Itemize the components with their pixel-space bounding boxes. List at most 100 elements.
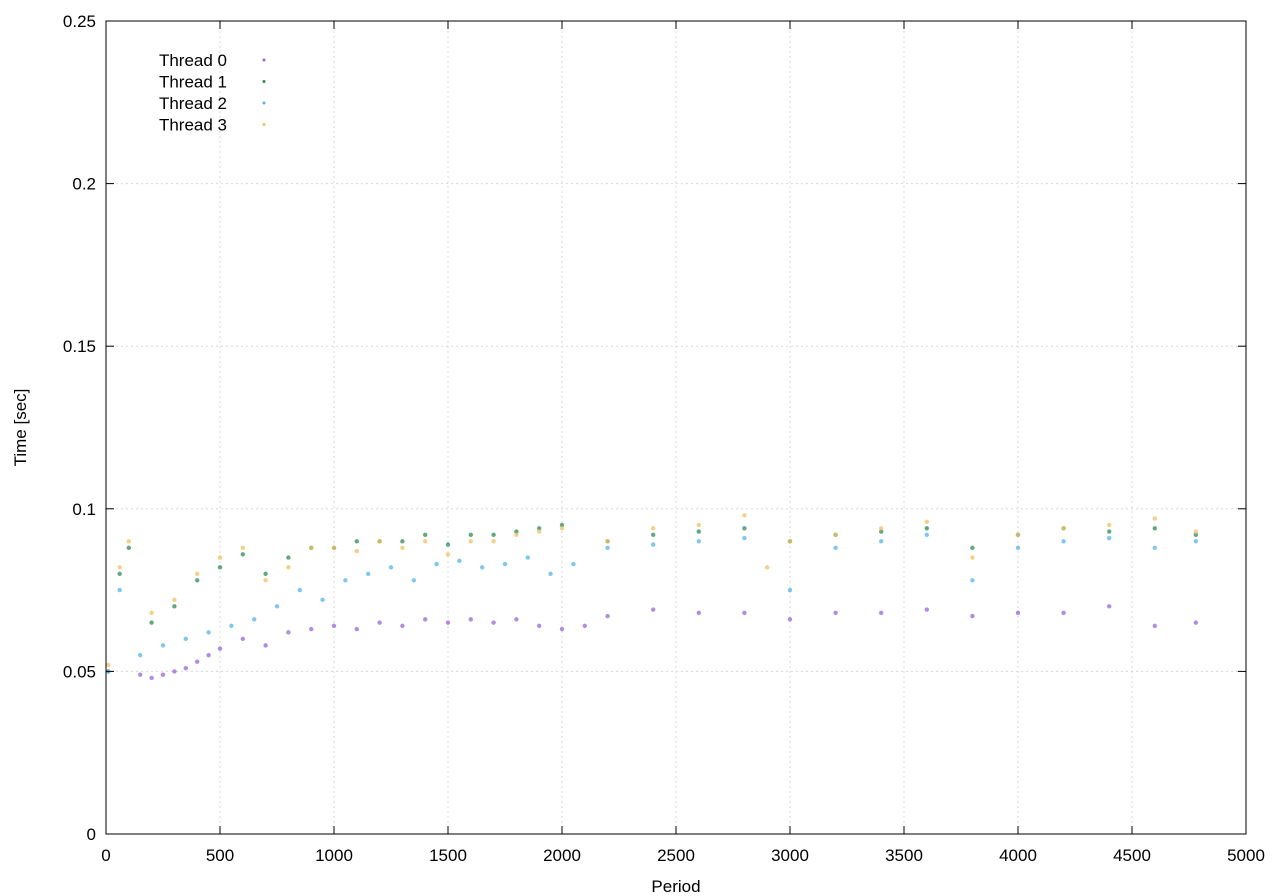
data-point — [286, 555, 291, 560]
data-point — [240, 552, 245, 557]
data-point — [605, 545, 610, 551]
x-tick-label: 2500 — [657, 846, 695, 865]
legend-marker — [262, 80, 266, 83]
data-point — [879, 539, 884, 544]
y-tick-label: 0.25 — [63, 12, 96, 31]
grid-lines — [106, 21, 1246, 834]
x-tick-label: 5000 — [1227, 846, 1265, 865]
data-point — [696, 539, 701, 544]
data-point — [1107, 529, 1112, 534]
data-point — [480, 565, 485, 570]
data-point — [970, 578, 975, 583]
data-point — [117, 565, 122, 570]
data-point — [274, 604, 280, 609]
data-point — [331, 545, 337, 551]
data-point — [605, 613, 610, 619]
x-tick-label: 1000 — [315, 846, 353, 865]
data-point — [537, 623, 542, 629]
data-point — [1015, 610, 1021, 616]
data-point — [1061, 539, 1066, 544]
data-point — [502, 561, 508, 567]
y-tick-label: 0 — [87, 825, 96, 844]
data-point — [309, 626, 314, 632]
data-point — [229, 623, 234, 629]
data-point — [423, 532, 428, 538]
data-point — [1152, 545, 1158, 551]
x-tick-label: 4000 — [999, 846, 1037, 865]
data-point — [787, 587, 793, 593]
data-point — [605, 539, 610, 544]
data-point — [411, 578, 416, 583]
data-point — [445, 552, 451, 557]
y-axis-label: Time [sec] — [11, 389, 30, 467]
data-point — [240, 545, 245, 551]
series-points — [138, 604, 1199, 681]
data-point — [183, 665, 188, 671]
data-point — [924, 526, 929, 531]
data-point — [206, 630, 211, 635]
data-point — [468, 532, 473, 538]
data-point — [149, 620, 154, 625]
data-point — [924, 519, 929, 525]
data-point — [1061, 610, 1066, 616]
data-point — [377, 539, 382, 544]
data-point — [149, 675, 154, 681]
y-tick-label: 0.05 — [63, 662, 96, 681]
legend-label: Thread 3 — [159, 116, 227, 135]
y-tick-label: 0.1 — [72, 500, 96, 519]
data-point — [559, 626, 565, 632]
data-point — [525, 555, 530, 560]
data-point — [514, 617, 519, 622]
data-points — [106, 513, 1199, 681]
data-point — [297, 587, 302, 593]
data-point — [445, 542, 451, 547]
legend-label: Thread 0 — [159, 51, 227, 70]
data-point — [195, 659, 200, 664]
data-point — [445, 620, 451, 625]
data-point — [833, 610, 838, 616]
data-point — [263, 571, 268, 577]
data-point — [491, 620, 496, 625]
data-point — [514, 529, 519, 534]
data-point — [571, 561, 576, 567]
data-point — [354, 626, 359, 632]
data-point — [1152, 526, 1158, 531]
data-point — [742, 610, 747, 616]
x-tick-label: 500 — [206, 846, 234, 865]
data-point — [195, 578, 200, 583]
data-point — [1015, 532, 1021, 538]
data-point — [696, 522, 701, 528]
data-point — [879, 529, 884, 534]
data-point — [160, 672, 166, 677]
data-point — [434, 561, 439, 567]
data-point — [924, 607, 929, 612]
x-axis-label: Period — [651, 877, 700, 896]
data-point — [149, 610, 154, 616]
data-point — [320, 597, 325, 603]
series-points — [106, 513, 1199, 668]
data-point — [195, 571, 200, 577]
data-point — [160, 643, 166, 648]
x-tick-label: 0 — [101, 846, 110, 865]
data-point — [343, 578, 348, 583]
data-point — [400, 539, 405, 544]
data-point — [126, 545, 131, 551]
data-point — [106, 662, 111, 668]
data-point — [172, 604, 177, 609]
data-point — [354, 539, 359, 544]
data-point — [400, 545, 405, 551]
data-point — [138, 652, 143, 658]
data-point — [388, 565, 394, 570]
data-point — [1015, 545, 1021, 551]
data-point — [559, 522, 565, 528]
data-point — [240, 636, 245, 642]
data-point — [206, 652, 211, 658]
data-point — [117, 571, 122, 577]
data-point — [651, 542, 656, 547]
data-point — [765, 565, 770, 570]
data-point — [491, 532, 496, 538]
y-tick-label: 0.15 — [63, 337, 96, 356]
series-points — [106, 532, 1199, 674]
data-point — [559, 526, 565, 531]
